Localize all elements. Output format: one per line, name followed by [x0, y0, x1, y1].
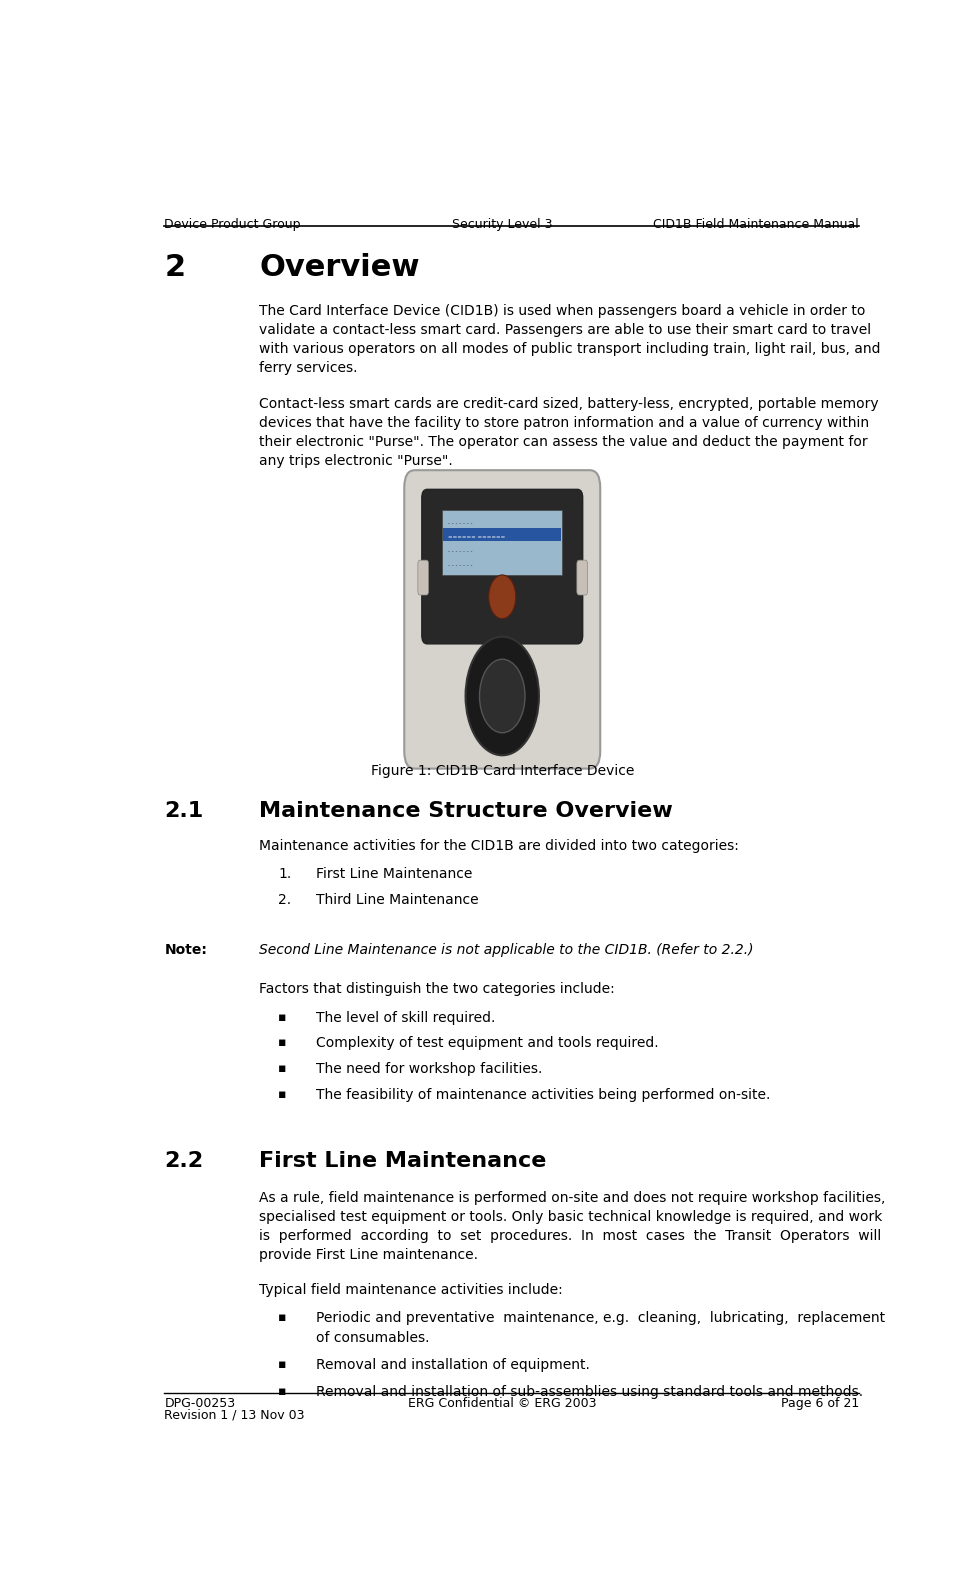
Text: 2.1: 2.1 [165, 801, 204, 820]
Text: Factors that distinguish the two categories include:: Factors that distinguish the two categor… [259, 983, 615, 997]
FancyBboxPatch shape [405, 471, 600, 769]
Text: - - - - - - -: - - - - - - - [448, 549, 472, 553]
Text: of consumables.: of consumables. [317, 1330, 429, 1345]
FancyBboxPatch shape [421, 490, 583, 644]
Text: Complexity of test equipment and tools required.: Complexity of test equipment and tools r… [317, 1037, 659, 1051]
Text: Device Product Group: Device Product Group [165, 219, 301, 231]
Text: 2.2: 2.2 [165, 1150, 204, 1171]
Text: ▪: ▪ [278, 1011, 287, 1024]
Text: specialised test equipment or tools. Only basic technical knowledge is required,: specialised test equipment or tools. Onl… [259, 1211, 883, 1223]
Text: Maintenance activities for the CID1B are divided into two categories:: Maintenance activities for the CID1B are… [259, 839, 739, 853]
Text: Security Level 3: Security Level 3 [452, 219, 553, 231]
FancyBboxPatch shape [417, 560, 428, 595]
Text: ▪: ▪ [278, 1037, 287, 1050]
Bar [442, 510, 563, 574]
Text: Contact-less smart cards are credit-card sized, battery-less, encrypted, portabl: Contact-less smart cards are credit-card… [259, 397, 879, 410]
Text: 2.: 2. [278, 893, 291, 906]
Bar [443, 528, 562, 541]
Text: Figure 1: CID1B Card Interface Device: Figure 1: CID1B Card Interface Device [370, 764, 634, 778]
Text: The Card Interface Device (CID1B) is used when passengers board a vehicle in ord: The Card Interface Device (CID1B) is use… [259, 305, 865, 319]
Text: As a rule, field maintenance is performed on-site and does not require workshop : As a rule, field maintenance is performe… [259, 1191, 886, 1206]
Text: Typical field maintenance activities include:: Typical field maintenance activities inc… [259, 1284, 563, 1297]
Text: 1.: 1. [278, 866, 291, 880]
Text: any trips electronic "Purse".: any trips electronic "Purse". [259, 453, 453, 467]
Text: First Line Maintenance: First Line Maintenance [259, 1150, 547, 1171]
Text: with various operators on all modes of public transport including train, light r: with various operators on all modes of p… [259, 343, 881, 356]
Text: ▪: ▪ [278, 1311, 287, 1324]
Text: their electronic "Purse". The operator can assess the value and deduct the payme: their electronic "Purse". The operator c… [259, 434, 868, 448]
FancyBboxPatch shape [577, 560, 587, 595]
Text: Maintenance Structure Overview: Maintenance Structure Overview [259, 801, 673, 820]
Text: ▪: ▪ [278, 1088, 287, 1101]
Text: Removal and installation of sub-assemblies using standard tools and methods.: Removal and installation of sub-assembli… [317, 1384, 863, 1399]
Text: - - - - - - -: - - - - - - - [448, 520, 472, 526]
Text: The feasibility of maintenance activities being performed on-site.: The feasibility of maintenance activitie… [317, 1088, 770, 1102]
Text: ▪: ▪ [278, 1062, 287, 1075]
Text: validate a contact-less smart card. Passengers are able to use their smart card : validate a contact-less smart card. Pass… [259, 324, 871, 338]
Text: Second Line Maintenance is not applicable to the CID1B. (Refer to 2.2.): Second Line Maintenance is not applicabl… [259, 943, 754, 957]
Text: ====== ======: ====== ====== [448, 534, 506, 539]
Text: - - - - - - -: - - - - - - - [448, 563, 472, 568]
Text: Revision 1 / 13 Nov 03: Revision 1 / 13 Nov 03 [165, 1408, 305, 1421]
Text: 2: 2 [165, 252, 185, 282]
Text: devices that have the facility to store patron information and a value of curren: devices that have the facility to store … [259, 416, 869, 429]
Text: ERG Confidential © ERG 2003: ERG Confidential © ERG 2003 [408, 1397, 597, 1410]
Text: is  performed  according  to  set  procedures.  In  most  cases  the  Transit  O: is performed according to set procedures… [259, 1230, 881, 1243]
Text: CID1B Field Maintenance Manual: CID1B Field Maintenance Manual [654, 219, 859, 231]
Text: Third Line Maintenance: Third Line Maintenance [317, 893, 479, 906]
Text: The level of skill required.: The level of skill required. [317, 1011, 496, 1024]
Circle shape [489, 574, 515, 619]
Text: provide First Line maintenance.: provide First Line maintenance. [259, 1249, 478, 1262]
Text: ferry services.: ferry services. [259, 362, 358, 375]
Text: Periodic and preventative  maintenance, e.g.  cleaning,  lubricating,  replaceme: Periodic and preventative maintenance, e… [317, 1311, 885, 1325]
Circle shape [466, 636, 539, 756]
Text: The need for workshop facilities.: The need for workshop facilities. [317, 1062, 543, 1077]
Text: Overview: Overview [259, 252, 419, 282]
Text: Page 6 of 21: Page 6 of 21 [781, 1397, 859, 1410]
Text: ▪: ▪ [278, 1357, 287, 1370]
Bar [443, 557, 562, 569]
Bar [443, 542, 562, 555]
Circle shape [479, 659, 525, 732]
Text: DPG-00253: DPG-00253 [165, 1397, 235, 1410]
Text: ▪: ▪ [278, 1384, 287, 1397]
Text: Removal and installation of equipment.: Removal and installation of equipment. [317, 1357, 590, 1372]
Bar [443, 514, 562, 526]
Text: Note:: Note: [165, 943, 207, 957]
Text: First Line Maintenance: First Line Maintenance [317, 866, 472, 880]
